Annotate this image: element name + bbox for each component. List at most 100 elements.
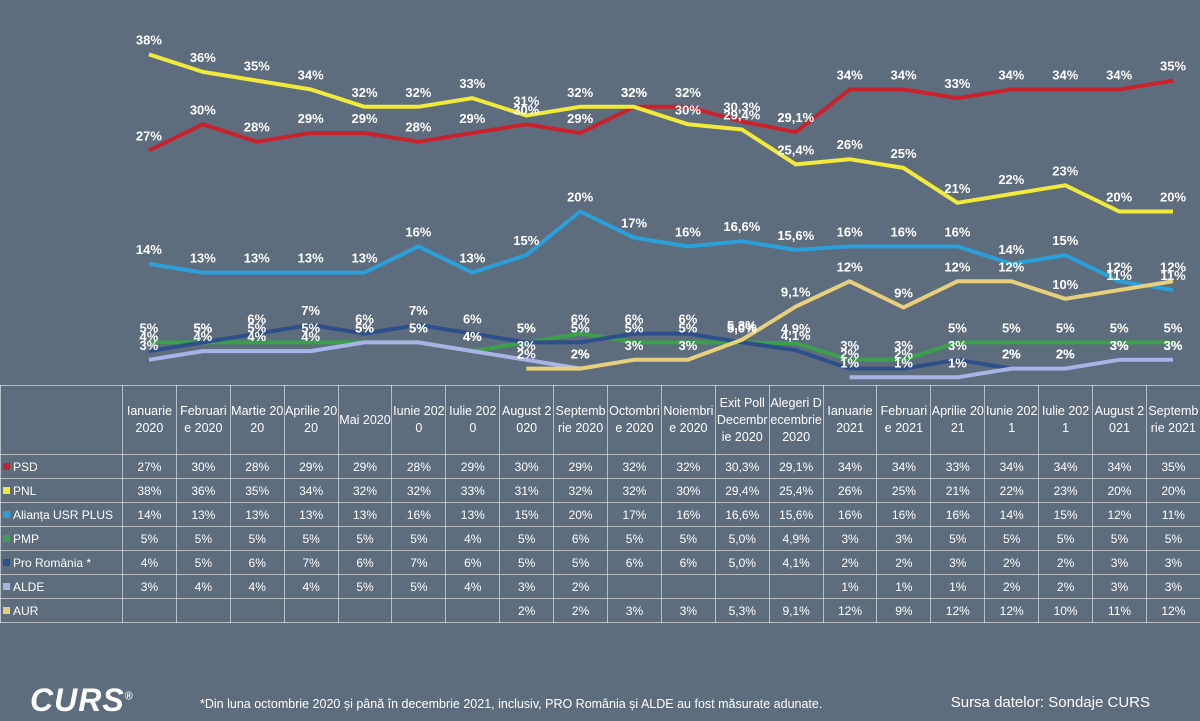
data-label: 30% — [513, 102, 539, 117]
data-label: 4% — [463, 329, 482, 344]
table-value: 5% — [930, 526, 986, 551]
data-label: 3% — [140, 338, 159, 353]
data-label: 2% — [840, 347, 859, 362]
table-value: 2% — [1038, 550, 1094, 575]
data-label: 1% — [894, 355, 913, 370]
table-value: 12% — [822, 598, 878, 623]
data-label: 38% — [136, 32, 162, 47]
table-value: 4% — [122, 550, 177, 575]
table-value: 5% — [984, 526, 1040, 551]
empty-cell — [283, 598, 339, 623]
table-value: 12% — [930, 598, 986, 623]
table-value: 3% — [1145, 574, 1200, 599]
legend-swatch — [3, 534, 10, 542]
table-value: 6% — [337, 550, 393, 575]
data-label: 32% — [675, 85, 701, 100]
table-value: 26% — [822, 478, 878, 503]
table-value: 33% — [930, 454, 986, 479]
data-label: 21% — [944, 181, 970, 196]
data-label: 33% — [944, 76, 970, 91]
category-header: Septembrie 2021 — [1145, 385, 1200, 455]
data-label: 5% — [409, 320, 428, 335]
data-label: 10% — [1052, 277, 1078, 292]
table-value: 30% — [660, 478, 716, 503]
legend-label: PSD — [13, 459, 38, 474]
table-value: 35% — [1145, 454, 1200, 479]
logo: CURS® — [30, 682, 134, 719]
data-label: 34% — [837, 67, 863, 82]
category-header: Septembrie 2020 — [553, 385, 609, 455]
table-value: 4% — [445, 574, 501, 599]
table-value: 6% — [553, 526, 609, 551]
source: Sursa datelor: Sondaje CURS — [950, 694, 1150, 711]
data-label: 2% — [1002, 347, 1021, 362]
data-label: 5% — [355, 320, 374, 335]
data-label: 6% — [679, 312, 698, 327]
legend-cell: PNL — [0, 478, 123, 503]
data-label: 12% — [1106, 259, 1132, 274]
data-label: 16% — [944, 224, 970, 239]
table-value: 16% — [876, 502, 932, 527]
data-label: 23% — [1052, 163, 1078, 178]
data-label: 26% — [837, 137, 863, 152]
table-value: 5% — [283, 526, 339, 551]
table-value: 28% — [391, 454, 447, 479]
table-value: 4% — [283, 574, 339, 599]
category-header: Ianuarie 2021 — [822, 385, 878, 455]
data-label: 29,4% — [723, 107, 760, 122]
legend-swatch — [3, 486, 10, 494]
data-label: 25% — [891, 146, 917, 161]
series-row: PMP 5% 5% 5% 5% 5% 5% 4% 5% 6% 5% 5% 5,0% 4,9% 3% 3% 5% 5… — [0, 526, 1200, 551]
data-label: 30% — [675, 102, 701, 117]
category-header: Iulie 2020 — [445, 385, 501, 455]
data-label: 12% — [998, 259, 1024, 274]
table-value: 29% — [337, 454, 393, 479]
legend-cell: Pro România * — [0, 550, 123, 575]
legend-swatch — [3, 582, 10, 590]
data-label: 2% — [571, 347, 590, 362]
data-label: 22% — [998, 172, 1024, 187]
table-value: 25,4% — [768, 478, 824, 503]
data-label: 34% — [1052, 67, 1078, 82]
table-value: 1% — [930, 574, 986, 599]
category-header: Februarie 2020 — [175, 385, 231, 455]
table-value: 23% — [1038, 478, 1094, 503]
data-label: 13% — [298, 251, 324, 266]
data-label: 5% — [193, 320, 212, 335]
category-header: Aprilie 2021 — [930, 385, 986, 455]
table-value: 20% — [553, 502, 609, 527]
table-value: 36% — [175, 478, 231, 503]
series-line — [148, 209, 1174, 292]
data-label: 35% — [244, 59, 270, 74]
series-line — [148, 52, 1173, 214]
table-value: 21% — [930, 478, 986, 503]
legend-cell: AUR — [0, 598, 123, 623]
data-label: 3% — [840, 338, 859, 353]
table-value: 4,9% — [768, 526, 824, 551]
category-header: Martie 2020 — [229, 385, 285, 455]
data-label: 7% — [409, 303, 428, 318]
data-label: 5% — [301, 320, 320, 335]
data-label: 2% — [571, 347, 590, 362]
data-label: 5% — [625, 320, 644, 335]
table-value: 2% — [876, 550, 932, 575]
corner-cell — [0, 385, 123, 455]
legend-label: PMP — [13, 531, 40, 546]
category-header: Mai 2020 — [337, 385, 393, 455]
data-label: 7% — [301, 303, 320, 318]
category-header: Iulie 2021 — [1038, 385, 1094, 455]
legend-label: Alianța USR PLUS — [13, 507, 114, 522]
data-label: 4% — [140, 329, 159, 344]
table-value: 32% — [553, 478, 609, 503]
table-value: 10% — [1038, 598, 1094, 623]
table-value: 5% — [391, 526, 447, 551]
table-value: 7% — [391, 550, 447, 575]
legend-swatch — [3, 606, 10, 614]
table-value: 5,0% — [714, 526, 770, 551]
table-value: 2% — [553, 574, 609, 599]
series-line — [148, 331, 1173, 362]
data-label: 5% — [193, 320, 212, 335]
table-value: 5% — [553, 550, 609, 575]
empty-cell — [391, 598, 447, 623]
empty-cell — [229, 598, 285, 623]
